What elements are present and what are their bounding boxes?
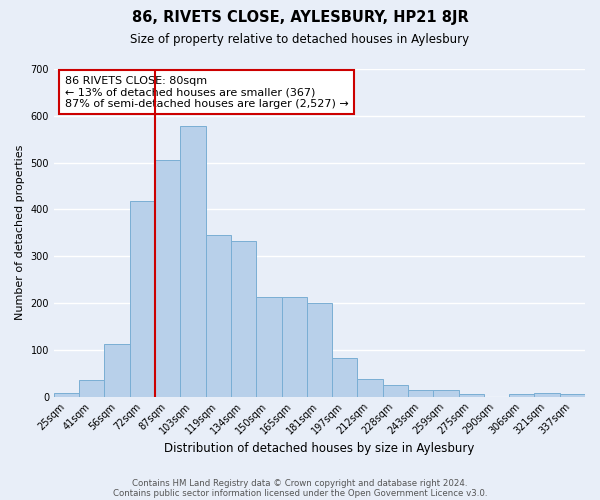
Bar [535,393,560,396]
X-axis label: Distribution of detached houses by size in Aylesbury: Distribution of detached houses by size … [164,442,475,455]
Bar [181,126,206,396]
Bar [281,297,307,396]
Bar [307,303,332,396]
Text: Size of property relative to detached houses in Aylesbury: Size of property relative to detached ho… [130,32,470,46]
Bar [332,358,358,397]
Text: 86 RIVETS CLOSE: 80sqm
← 13% of detached houses are smaller (367)
87% of semi-de: 86 RIVETS CLOSE: 80sqm ← 13% of detached… [65,76,348,109]
Bar [383,385,408,396]
Bar [206,235,231,396]
Bar [231,240,256,396]
Bar [130,202,155,396]
Bar [408,390,433,396]
Text: Contains HM Land Registry data © Crown copyright and database right 2024.: Contains HM Land Registry data © Crown c… [132,478,468,488]
Bar [560,394,585,396]
Bar [433,390,458,396]
Bar [155,160,181,396]
Y-axis label: Number of detached properties: Number of detached properties [15,145,25,320]
Bar [509,394,535,396]
Bar [54,393,79,396]
Bar [104,344,130,397]
Bar [79,380,104,396]
Bar [458,394,484,396]
Text: Contains public sector information licensed under the Open Government Licence v3: Contains public sector information licen… [113,488,487,498]
Bar [358,379,383,396]
Bar [256,297,281,396]
Text: 86, RIVETS CLOSE, AYLESBURY, HP21 8JR: 86, RIVETS CLOSE, AYLESBURY, HP21 8JR [131,10,469,25]
